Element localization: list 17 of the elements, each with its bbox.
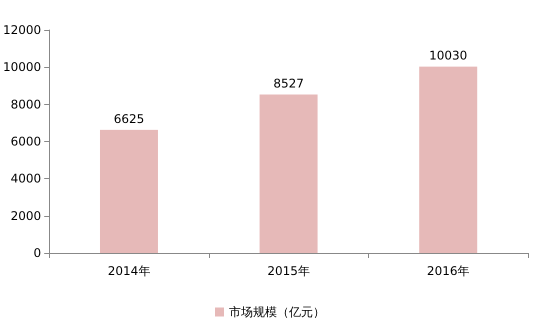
- data-label: 10030: [429, 48, 468, 63]
- x-tick-label: 2015年: [267, 264, 310, 278]
- data-label: 6625: [114, 112, 144, 126]
- y-tick-label: 8000: [10, 97, 42, 112]
- legend-label: 市场规模（亿元）: [229, 305, 325, 319]
- x-tick-label: 2016年: [426, 264, 470, 278]
- bar: [260, 94, 318, 253]
- y-tick-label: 0: [34, 246, 42, 260]
- bar: [100, 130, 158, 253]
- y-tick-label: 12000: [2, 23, 42, 37]
- y-tick-label: 4000: [10, 172, 42, 186]
- bar: [419, 66, 478, 253]
- y-tick-label: 2000: [10, 208, 42, 223]
- data-label: 8527: [273, 76, 304, 91]
- y-tick-label: 6000: [10, 134, 42, 148]
- y-tick-label: 10000: [2, 60, 42, 74]
- x-tick-label: 2014年: [108, 264, 150, 278]
